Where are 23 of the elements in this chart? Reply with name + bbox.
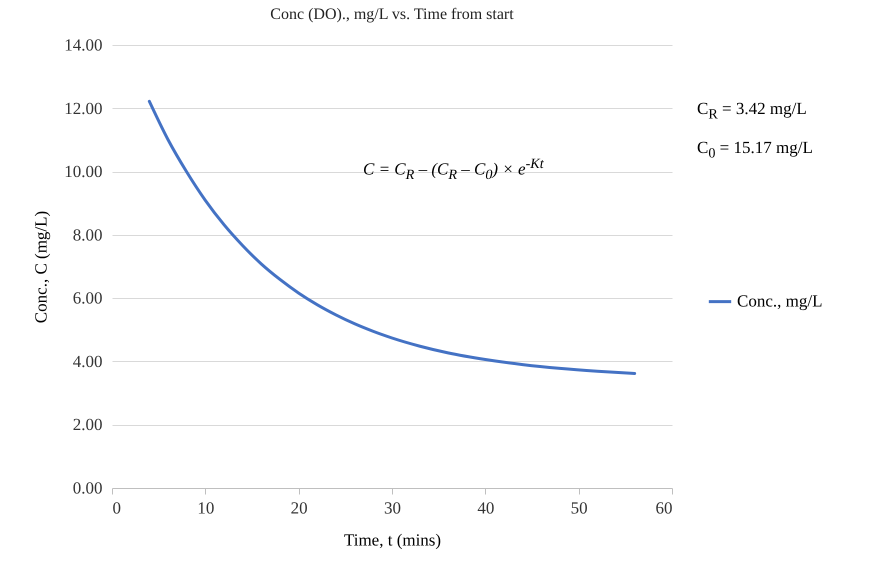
text: C$_{R}$ = 3.42 mg/L xyxy=(697,99,807,124)
y-tick-label: 4.00 xyxy=(72,352,102,371)
y-tick-label: 8.00 xyxy=(72,225,102,244)
chart-title: Conc (DO)., mg/L vs. Time from start xyxy=(270,6,514,23)
x-tick-label: 20 xyxy=(290,498,308,518)
y-tick-label: 6.00 xyxy=(72,288,102,308)
y-tick-label: 0.00 xyxy=(72,478,102,498)
y-tick-label: 14.00 xyxy=(64,36,102,54)
annotation: C = C$_{R}$ – (C$_{R}$ – C$_{0}$) × e$^{-Kt}$ xyxy=(363,156,544,184)
x-tick-label: 40 xyxy=(477,498,494,518)
line-series xyxy=(148,100,636,375)
x-tick-label: 0 xyxy=(112,498,121,518)
y-axis-title: Conc., C (mg/L) xyxy=(31,210,50,324)
y-tick-label: 2.00 xyxy=(72,415,102,434)
x-tick-label: 30 xyxy=(384,498,401,518)
y-tick-label: 10.00 xyxy=(64,162,102,182)
legend-label: Conc., mg/L xyxy=(737,292,822,311)
x-tick-label: 60 xyxy=(656,498,672,518)
x-tick-label: 50 xyxy=(570,498,588,518)
text: C$_{0}$ = 15.17 mg/L xyxy=(697,138,813,162)
y-tick-label: 12.00 xyxy=(64,98,102,118)
x-axis-title: Time, t (mins) xyxy=(344,530,442,550)
x-tick-label: 10 xyxy=(197,498,214,518)
